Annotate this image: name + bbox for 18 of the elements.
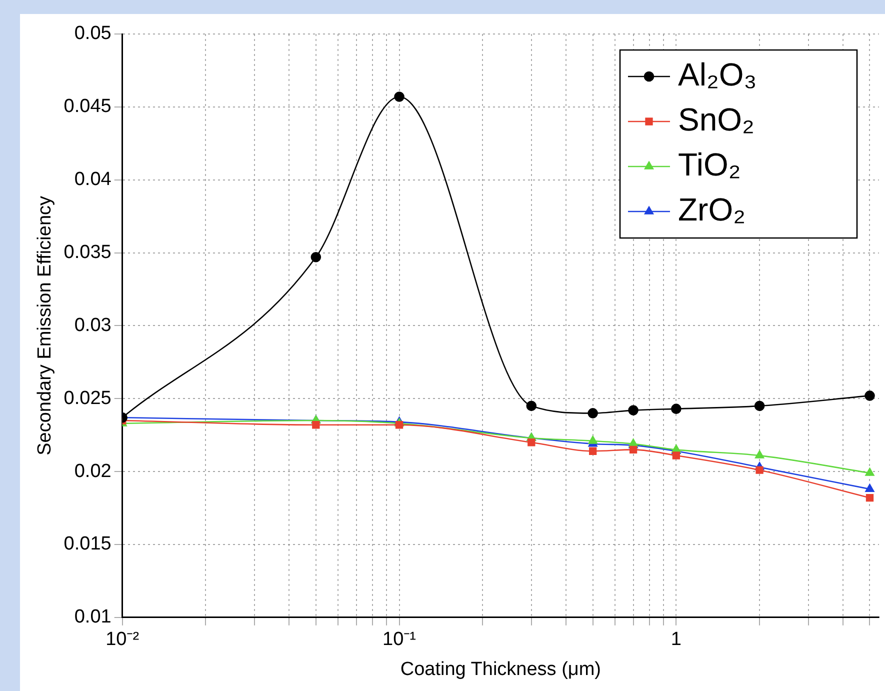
y-tick-label: 0.035 — [64, 242, 112, 264]
legend-label: Al₂O₃ — [678, 56, 757, 92]
y-tick-label: 0.04 — [74, 169, 112, 190]
y-axis-title: Secondary Emission Efficiency — [34, 195, 56, 456]
legend-label: SnO₂ — [678, 101, 754, 138]
y-tick-label: 0.01 — [74, 606, 112, 628]
y-tick-label: 0.05 — [74, 23, 112, 44]
y-tick-label: 0.025 — [64, 388, 112, 409]
legend-label: TiO₂ — [678, 146, 741, 182]
x-axis-title: Coating Thickness (μm) — [400, 658, 602, 680]
y-tick-label: 0.02 — [74, 460, 112, 482]
y-tick-label: 0.045 — [64, 96, 112, 118]
x-tick-label: 10⁻¹ — [382, 629, 416, 650]
y-tick-label: 0.03 — [74, 314, 112, 336]
x-tick-label: 10⁻² — [106, 629, 140, 650]
legend-label: ZrO₂ — [678, 191, 746, 228]
y-tick-label: 0.015 — [64, 534, 112, 555]
x-tick-label: 1 — [670, 629, 682, 650]
